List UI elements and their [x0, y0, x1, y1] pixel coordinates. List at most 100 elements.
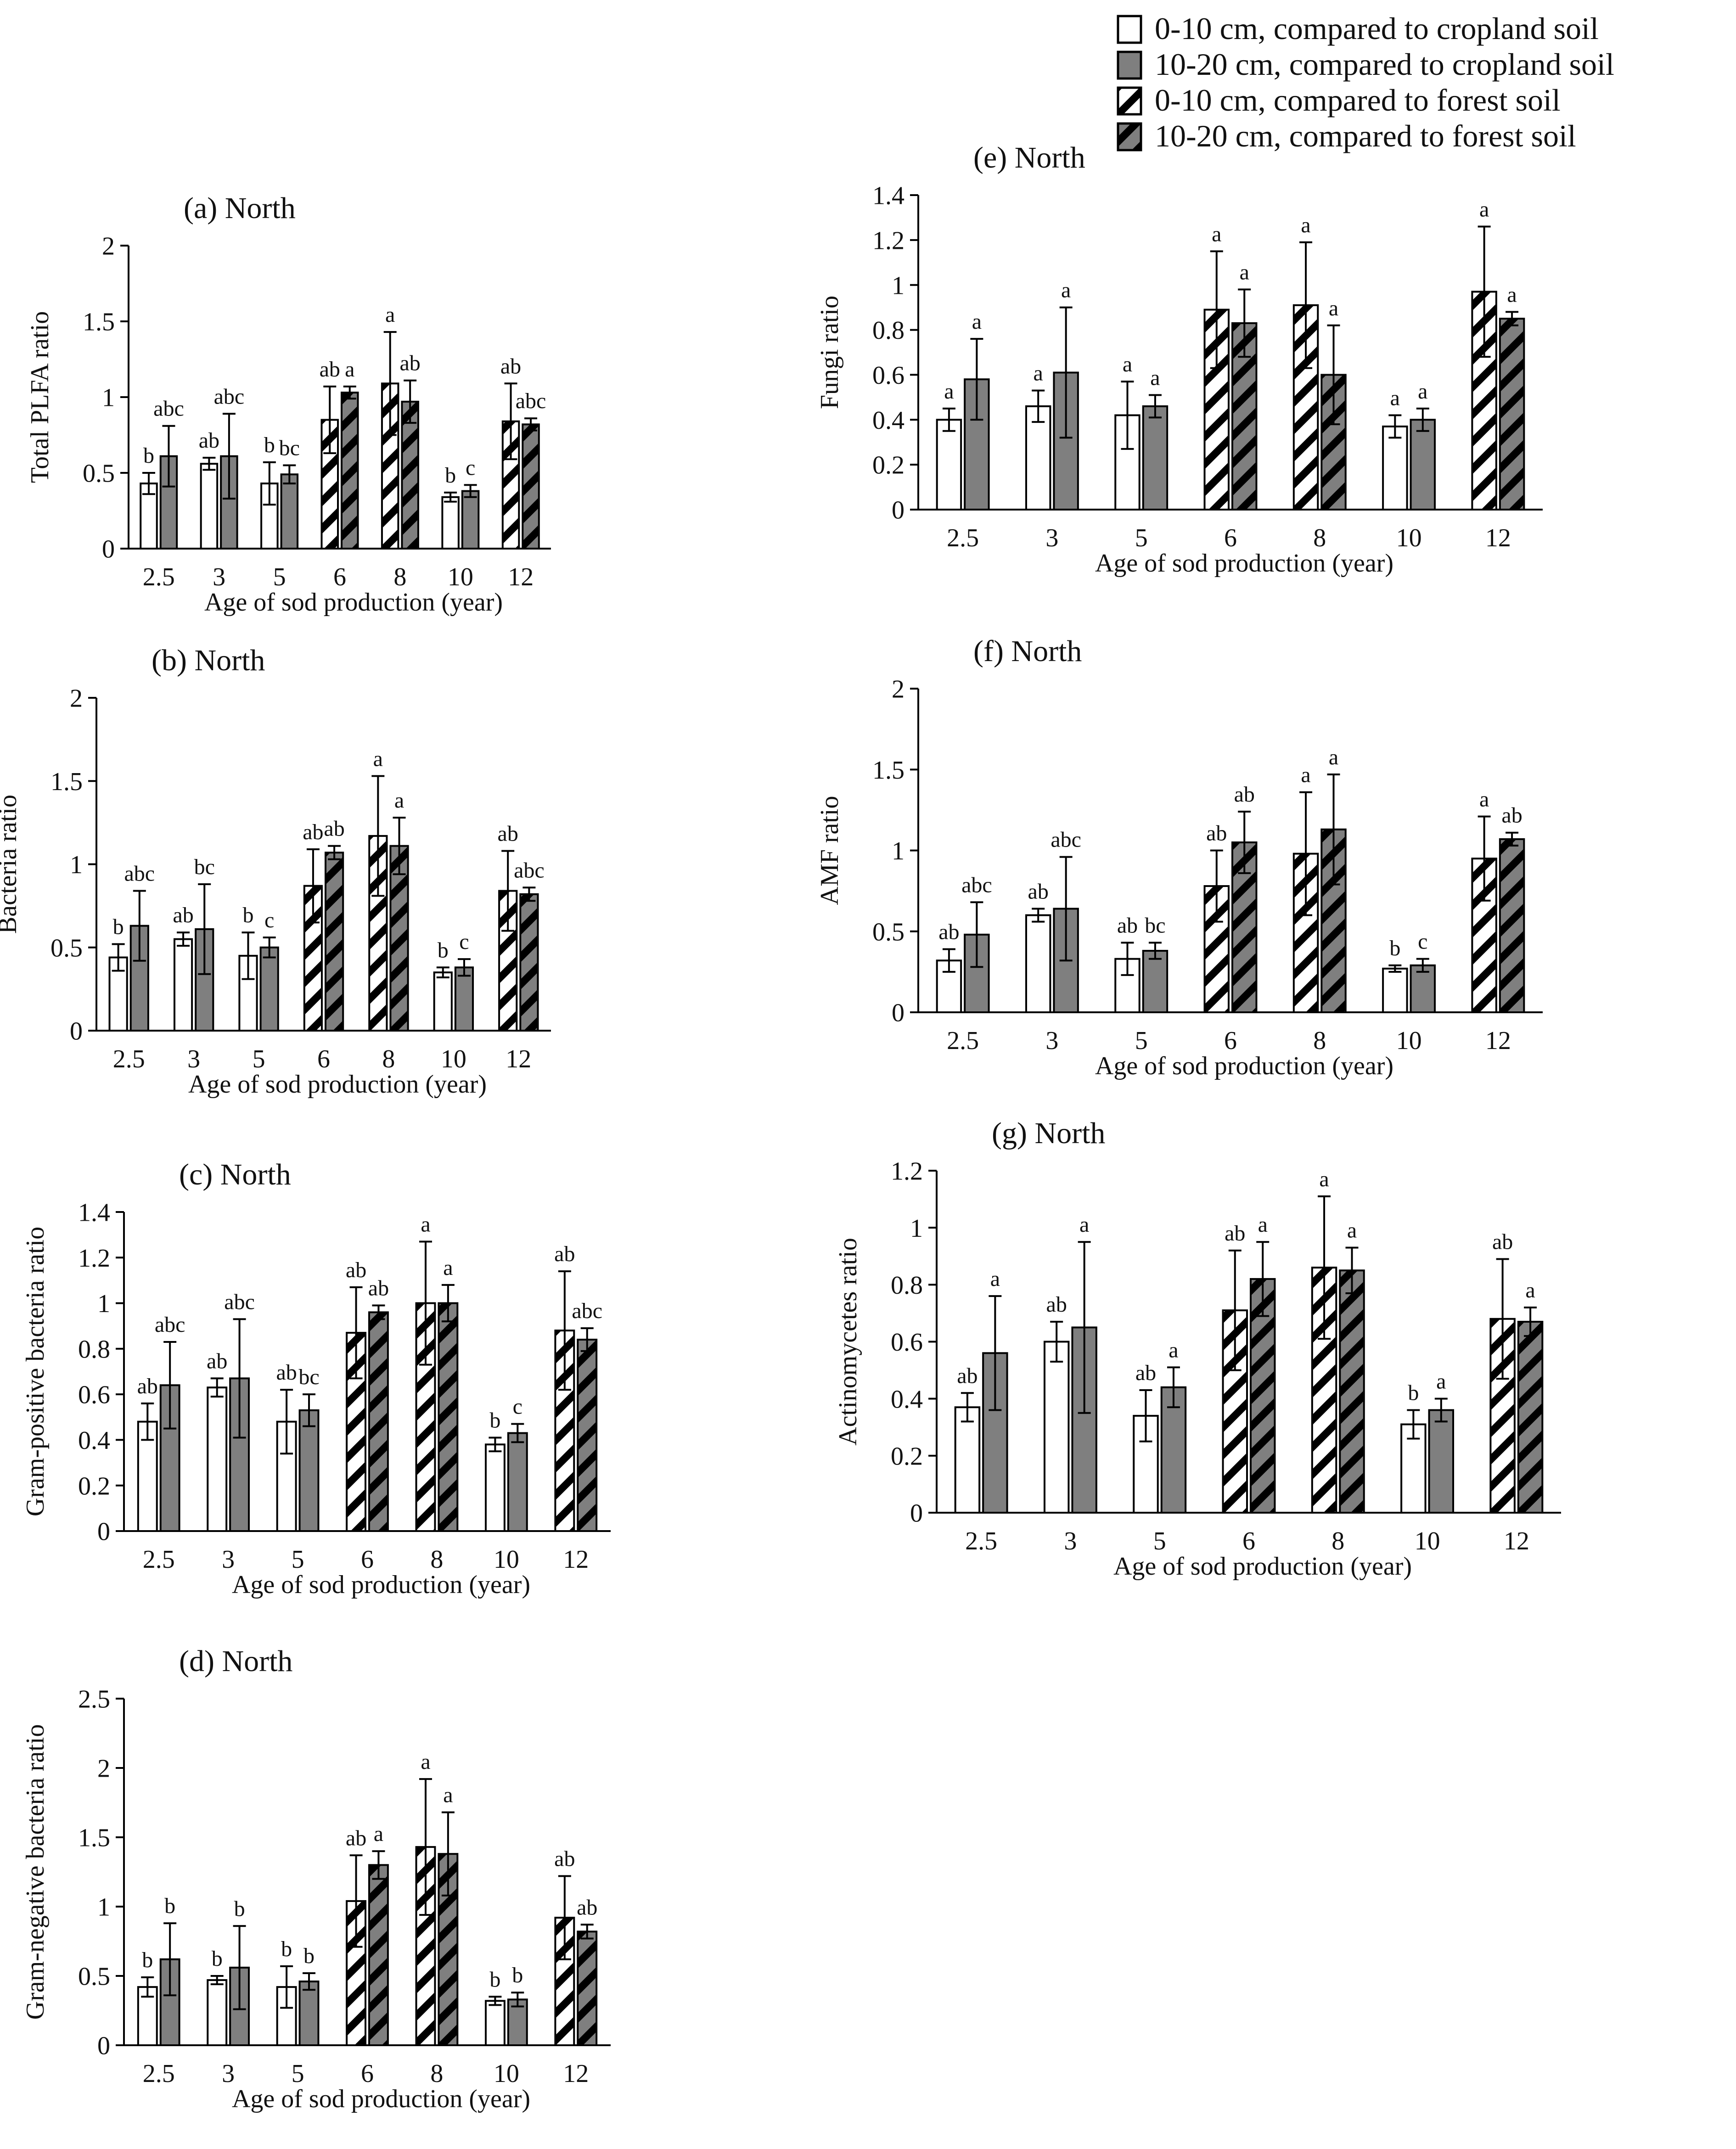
x-tick-label: 2.5 — [113, 1045, 145, 1073]
significance-letter: b — [445, 463, 456, 488]
significance-letter: ab — [346, 1826, 366, 1850]
significance-letter: ab — [500, 354, 521, 378]
significance-letter: ab — [957, 1363, 978, 1388]
x-tick-label: 10 — [494, 1545, 519, 1574]
bar — [577, 1930, 598, 2046]
bar — [298, 1409, 320, 1532]
bar — [259, 946, 279, 1032]
legend-label-forest_10_20: 10-20 cm, compared to forest soil — [1155, 118, 1576, 153]
y-axis-title: Gram-positive bacteria ratio — [21, 1227, 50, 1516]
significance-letter: a — [1329, 745, 1338, 769]
y-tick-label: 1 — [70, 851, 83, 879]
significance-letter: abc — [1051, 828, 1081, 852]
x-tick-label: 5 — [292, 1545, 304, 1574]
y-axis-title: Bacteria ratio — [0, 795, 22, 934]
y-axis-title: Total PLFA ratio — [26, 311, 54, 483]
legend-swatch-forest_0_10 — [1117, 86, 1142, 116]
bar — [389, 845, 409, 1032]
significance-letter: ab — [346, 1258, 366, 1282]
significance-letter: a — [443, 1256, 453, 1280]
x-tick-label: 3 — [187, 1045, 200, 1073]
y-tick-label: 1.5 — [872, 756, 905, 785]
x-tick-label: 10 — [1396, 1027, 1422, 1055]
significance-letter: a — [1436, 1369, 1446, 1394]
significance-letter: abc — [961, 873, 992, 897]
significance-letter: a — [1123, 352, 1132, 376]
x-tick-label: 5 — [273, 563, 286, 591]
bar — [1517, 1321, 1544, 1514]
bar — [484, 1443, 506, 1532]
significance-letter: b — [264, 433, 275, 457]
x-tick-label: 8 — [430, 1545, 443, 1574]
significance-letter: a — [1301, 763, 1310, 787]
x-tick-label: 6 — [361, 2059, 374, 2088]
significance-letter: a — [1079, 1212, 1089, 1237]
significance-letter: ab — [1046, 1292, 1067, 1317]
bar — [368, 1864, 389, 2046]
chart-title: (a) North — [184, 191, 296, 225]
y-tick-label: 2.5 — [78, 1685, 110, 1714]
significance-letter: a — [1034, 361, 1043, 386]
y-tick-label: 0 — [70, 1017, 83, 1046]
x-tick-label: 8 — [430, 2059, 443, 2088]
significance-letter: b — [234, 1897, 245, 1921]
y-tick-label: 1 — [892, 837, 905, 865]
significance-letter: a — [972, 309, 982, 334]
significance-letter: a — [374, 1822, 383, 1846]
significance-letter: ab — [276, 1360, 297, 1385]
y-tick-label: 0.2 — [891, 1442, 923, 1470]
bar — [1114, 958, 1140, 1014]
significance-letter: abc — [155, 1313, 185, 1337]
significance-letter: bc — [194, 855, 215, 879]
bar — [1382, 425, 1408, 511]
significance-letter: ab — [400, 351, 421, 376]
y-tick-label: 1 — [910, 1214, 923, 1243]
significance-letter: a — [1390, 386, 1400, 410]
bar — [954, 1406, 981, 1514]
significance-letter: b — [489, 1967, 500, 1992]
x-axis-title: Age of sod production (year) — [232, 2085, 530, 2113]
y-tick-label: 1.5 — [51, 768, 83, 796]
bar — [484, 2000, 506, 2046]
x-tick-label: 6 — [317, 1045, 330, 1073]
x-tick-label: 6 — [333, 563, 346, 591]
chart-panel-c: 0 0.2 0.4 0.6 0.8 1 1.2 1.4 2.5 3 5 6 8 10 12 Age of so… — [21, 1158, 611, 1599]
significance-letter: a — [1301, 213, 1310, 237]
x-tick-label: 12 — [506, 1045, 531, 1073]
bar — [1025, 405, 1051, 511]
x-tick-label: 2.5 — [143, 2059, 175, 2088]
x-axis-title: Age of sod production (year) — [1095, 549, 1393, 578]
significance-letter: c — [264, 908, 274, 932]
y-tick-label: 2 — [102, 232, 115, 261]
significance-letter: a — [1150, 365, 1160, 390]
x-tick-label: 8 — [1313, 524, 1326, 552]
bar — [577, 1339, 598, 1532]
x-tick-label: 2.5 — [143, 563, 175, 591]
significance-letter: a — [443, 1783, 453, 1807]
chart-title: (e) North — [973, 141, 1085, 174]
significance-letter: ab — [368, 1276, 389, 1301]
significance-letter: bc — [298, 1365, 319, 1389]
bar — [341, 392, 359, 550]
significance-letter: ab — [199, 428, 219, 453]
y-tick-label: 0 — [97, 1518, 110, 1546]
significance-letter: a — [373, 746, 383, 771]
y-tick-label: 1.4 — [78, 1199, 110, 1227]
bar — [1499, 318, 1525, 511]
y-tick-label: 0 — [102, 535, 115, 564]
y-tick-label: 2 — [97, 1755, 110, 1783]
x-tick-label: 5 — [253, 1045, 265, 1073]
y-tick-label: 1 — [97, 1290, 110, 1318]
bar — [1339, 1269, 1365, 1514]
legend-label-crop_10_20: 10-20 cm, compared to cropland soil — [1155, 47, 1614, 82]
significance-letter: ab — [1206, 821, 1227, 846]
significance-letter: b — [113, 915, 124, 939]
significance-letter: abc — [214, 384, 245, 409]
x-tick-label: 6 — [1224, 1027, 1237, 1055]
x-axis-title: Age of sod production (year) — [188, 1070, 487, 1099]
significance-letter: abc — [224, 1290, 255, 1314]
y-tick-label: 0.6 — [78, 1381, 110, 1409]
bar — [936, 419, 962, 511]
y-tick-label: 0 — [892, 496, 905, 525]
chart-title: (d) North — [179, 1644, 292, 1678]
